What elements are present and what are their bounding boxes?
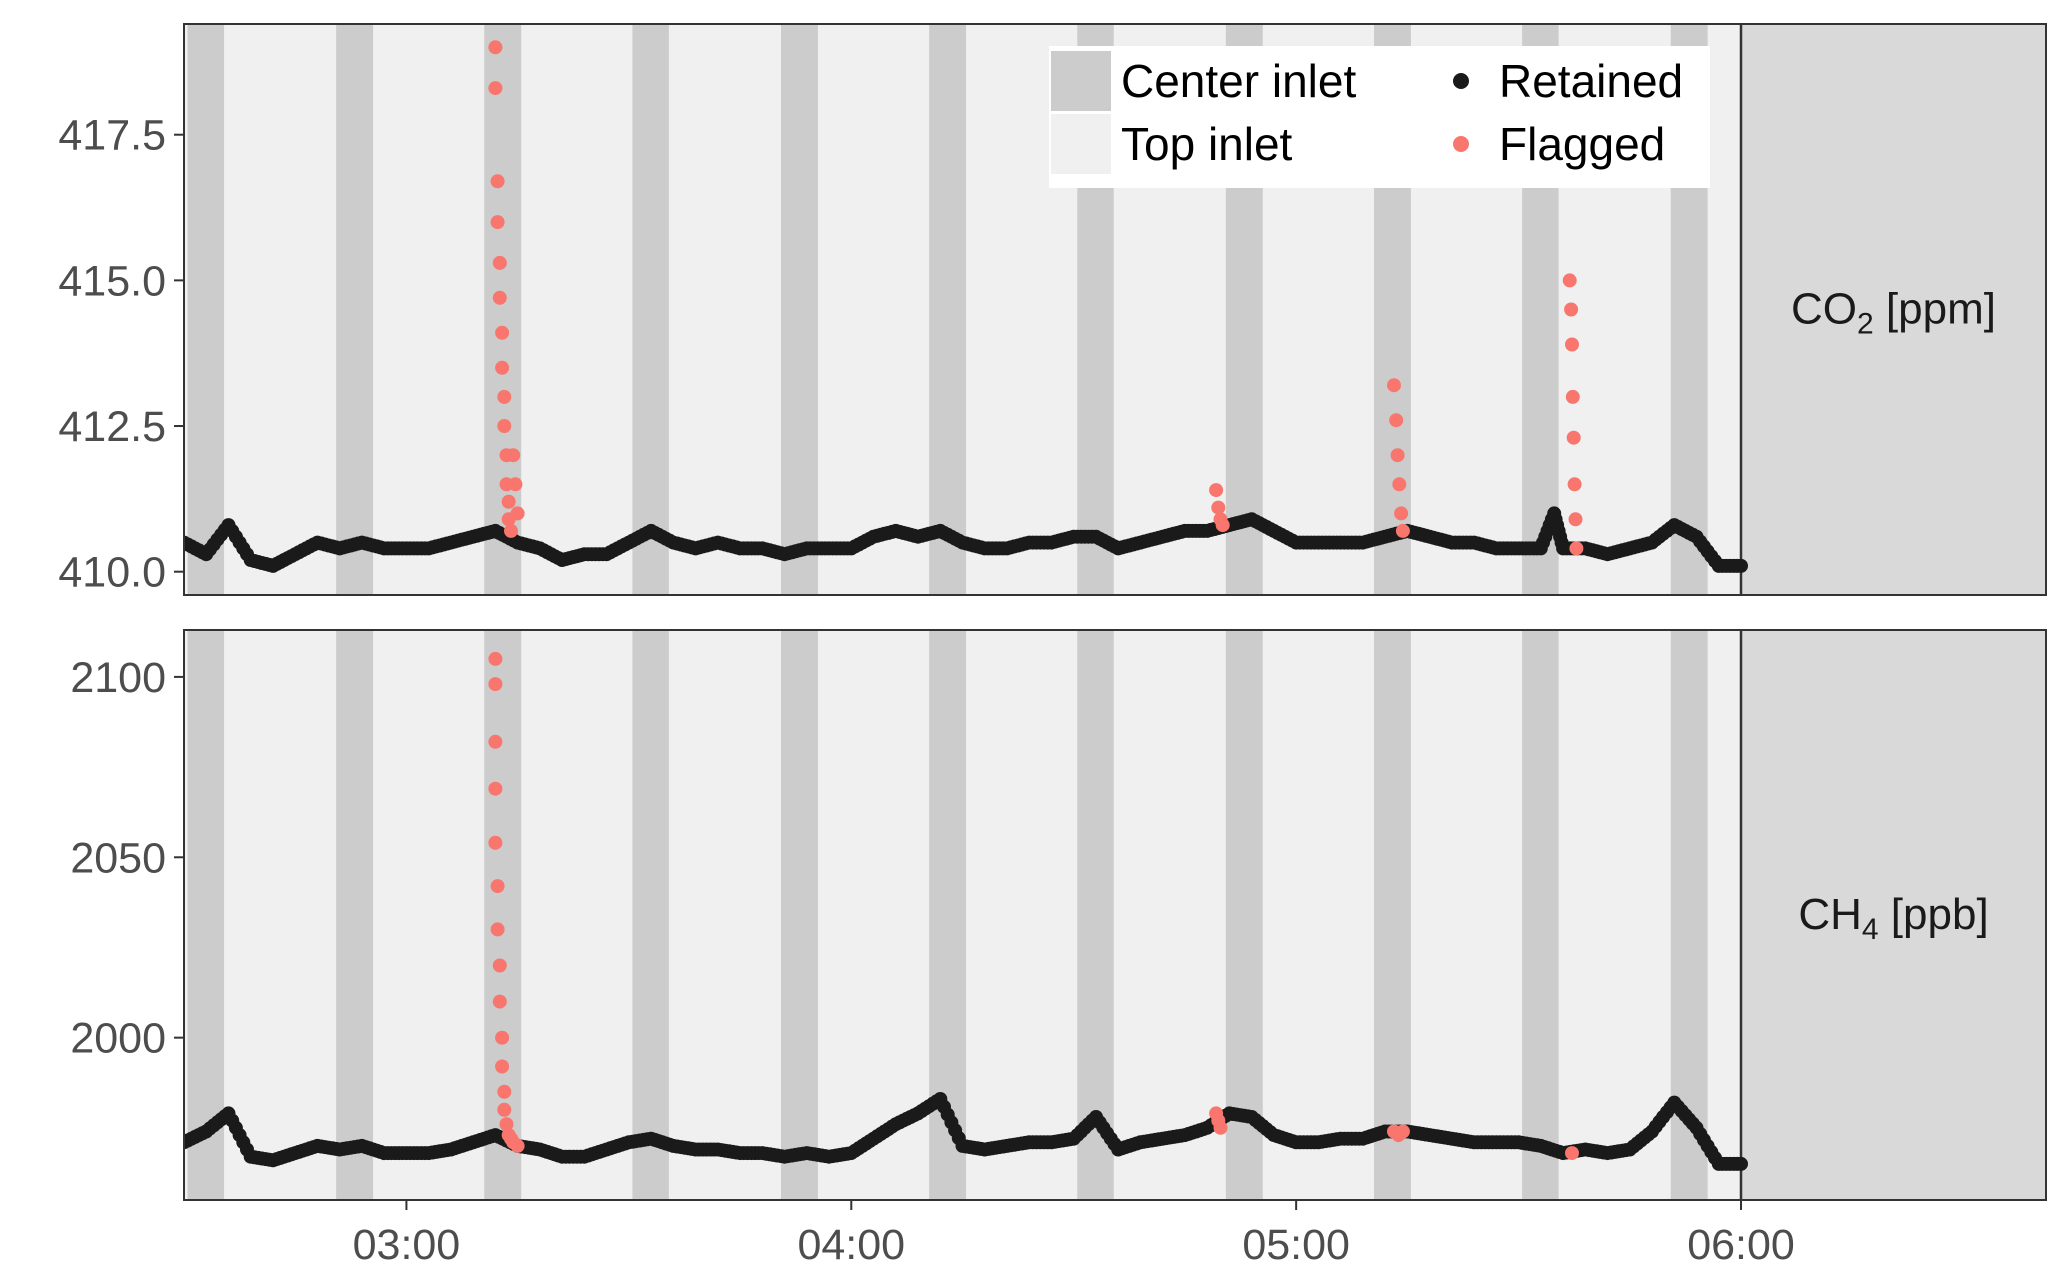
flagged-point [497,1102,512,1117]
x-tick-label: 05:00 [1242,1221,1350,1269]
center-inlet-band [780,24,818,595]
panel-border [183,629,2047,1201]
flagged-point [1569,541,1584,556]
flagged-point [1390,448,1405,463]
x-tick-label: 06:00 [1687,1221,1795,1269]
flagged-point [488,651,503,666]
flagged-point [495,360,510,375]
flagged-point [1562,273,1577,288]
flagged-point [1395,1124,1410,1139]
facet-label: CO2 [ppm] [1791,285,1996,341]
legend-background [1049,46,1710,188]
flagged-point [501,494,516,509]
flagged-point [1567,477,1582,492]
flagged-point [1209,483,1224,498]
legend-fill-label: Center inlet [1121,55,1356,107]
y-tick-label: 412.5 [58,403,166,451]
flagged-point [495,1030,510,1045]
flagged-point [497,389,512,404]
ch4-panel: CH4 [ppb] 2000 2050 2100 [70,629,2047,1201]
flagged-point [492,255,507,270]
flagged-point [499,1117,514,1132]
center-inlet-band [187,630,225,1200]
flagged-point [488,835,503,850]
x-tick-label: 03:00 [353,1221,461,1269]
flagged-point [506,448,521,463]
flagged-point [1568,512,1583,527]
center-inlet-band [1373,630,1411,1200]
x-axis: 03:00 04:00 05:00 06:00 [353,1200,1795,1269]
legend-point-label: Flagged [1499,118,1665,170]
flagged-point [490,215,505,230]
y-tick-label: 415.0 [58,257,166,305]
flagged-point [1566,430,1581,445]
flagged-point [488,40,503,55]
flagged-point [1392,477,1407,492]
flagged-point [510,506,525,521]
flagged-point [490,922,505,937]
legend-point-label: Retained [1499,55,1683,107]
flagged-point [490,174,505,189]
flagged-point [1394,506,1409,521]
flagged-point [490,879,505,894]
legend-point-key [1453,73,1469,89]
flagged-point [492,290,507,305]
center-inlet-band [336,24,374,595]
center-inlet-band [632,24,669,595]
x-tick-label: 04:00 [797,1221,905,1269]
flagged-point [1389,413,1404,428]
center-inlet-band [1522,630,1559,1200]
legend-fill-key [1051,114,1111,174]
legend-point-key [1453,136,1469,152]
flagged-point [492,994,507,1009]
flagged-point [1395,523,1410,538]
facet-strip [1741,24,2046,595]
flagged-point [488,781,503,796]
flagged-point [1213,1120,1228,1135]
flagged-point [1565,337,1579,352]
y-tick-label: 410.0 [58,549,166,597]
legend: Center inlet Top inlet Retained Flagged [1049,46,1710,188]
flagged-point [1215,518,1230,533]
flagged-point [497,1084,512,1099]
flagged-point [1564,302,1579,317]
y-tick-label: 2050 [70,834,166,882]
center-inlet-band [187,24,225,595]
flagged-point [492,958,507,973]
flagged-point [504,523,518,538]
flagged-point [1565,389,1580,404]
facet-label: CH4 [ppb] [1798,890,1988,946]
y-tick-label: 2000 [70,1015,166,1063]
y-tick-label: 417.5 [58,112,166,160]
center-inlet-band [1225,630,1263,1200]
legend-fill-key [1051,51,1111,111]
y-tick-label: 2100 [70,654,166,702]
facet-strip [1741,630,2046,1200]
center-inlet-band [632,630,669,1200]
center-inlet-band [1077,630,1114,1200]
flagged-point [1211,500,1226,515]
flagged-point [488,81,503,96]
flagged-point [1387,378,1401,393]
center-inlet-band [336,630,374,1200]
flagged-point [497,419,512,433]
flagged-point [1565,1146,1579,1161]
flagged-point [488,734,503,749]
flagged-point [510,1138,525,1153]
flagged-point [495,325,510,340]
flagged-point [508,477,523,492]
flagged-point [488,677,503,692]
flagged-point [495,1059,510,1074]
retained-point [1734,558,1748,573]
center-inlet-band [780,630,818,1200]
retained-point [1734,1156,1748,1171]
center-inlet-band [929,24,967,595]
panel-border [183,23,2047,596]
legend-fill-label: Top inlet [1121,118,1293,170]
